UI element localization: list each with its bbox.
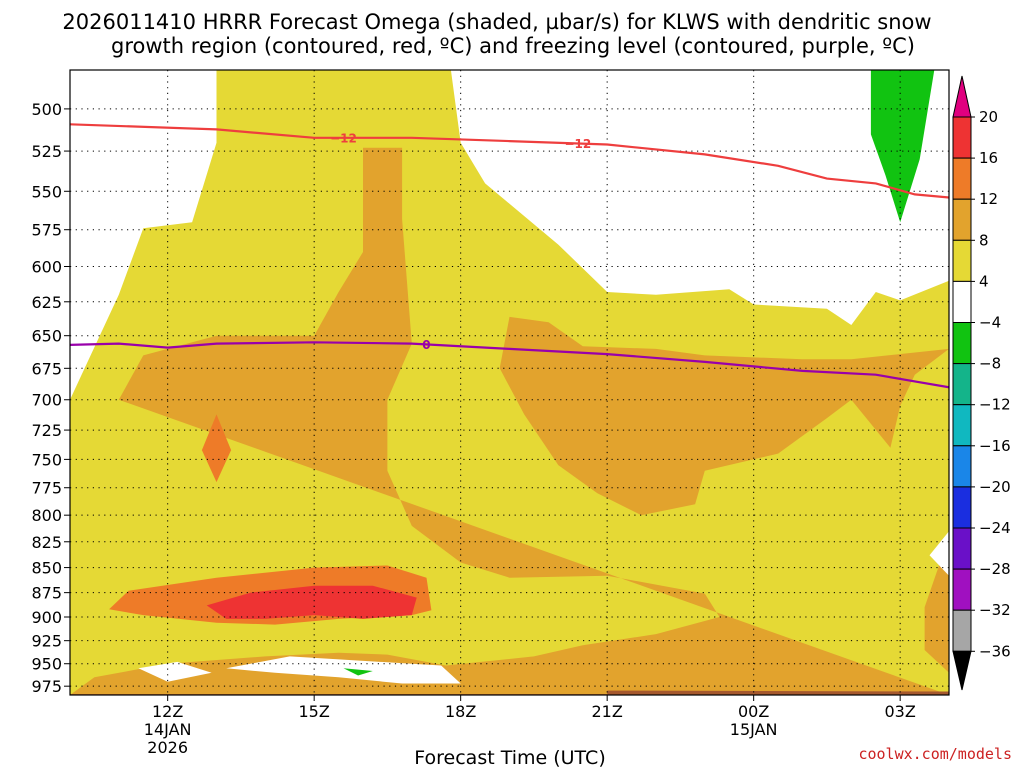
x-tick-label-15Z: 15Z <box>299 702 330 721</box>
colorbar-label-5: −4 <box>979 314 1001 332</box>
colorbar-bottom-arrow <box>952 650 972 691</box>
contour-line-0 <box>70 123 949 199</box>
x-tick-label-21Z: 21Z <box>592 702 623 721</box>
y-tick-label-500: 500 <box>31 100 62 119</box>
x-tick-sublabel-12Z: 14JAN <box>144 720 192 739</box>
colorbar-segment-3 <box>952 239 972 282</box>
colorbar-label-12: −32 <box>979 601 1011 619</box>
colorbar-label-13: −36 <box>979 642 1011 660</box>
plot-frame <box>69 69 950 696</box>
colorbar-label-8: −16 <box>979 437 1011 455</box>
y-tick-label-750: 750 <box>31 450 62 469</box>
x-axis-title: Forecast Time (UTC) <box>414 747 605 768</box>
colorbar-segment-10 <box>952 527 972 570</box>
y-tick-label-800: 800 <box>31 506 62 525</box>
y-tick-label-650: 650 <box>31 327 62 346</box>
x-tick-sublabel-00Z: 15JAN <box>730 720 778 739</box>
omega-region-4 <box>201 414 232 483</box>
colorbar-label-6: −8 <box>979 355 1001 373</box>
omega-shading <box>70 70 949 695</box>
colorbar-segment-5 <box>952 322 972 365</box>
y-tick-label-525: 525 <box>31 142 62 161</box>
colorbar: 20 16 12 8 4 −4 −8 −12 −16 −20 −24 −28 −32 −36 <box>952 75 1011 691</box>
x-tick-label-00Z: 00Z <box>738 702 769 721</box>
y-tick-label-600: 600 <box>31 257 62 276</box>
y-tick-label-675: 675 <box>31 359 62 378</box>
colorbar-segment-0 <box>952 116 972 159</box>
y-tick-label-975: 975 <box>31 677 62 696</box>
omega-region-8 <box>929 531 949 576</box>
contour-label-0-1: −12 <box>564 137 591 151</box>
colorbar-label-4: 4 <box>979 272 989 290</box>
y-tick-label-850: 850 <box>31 559 62 578</box>
contour-line-1 <box>70 341 949 389</box>
x-tick-label-12Z: 12Z <box>152 702 183 721</box>
colorbar-segment-1 <box>952 157 972 200</box>
contour-labels: −12 −12 0 <box>330 131 591 352</box>
y-tick-label-775: 775 <box>31 479 62 498</box>
colorbar-segment-8 <box>952 445 972 488</box>
chart-title-line-1: 2026011410 HRRR Forecast Omega (shaded, … <box>62 10 931 34</box>
x-tick-label-18Z: 18Z <box>445 702 476 721</box>
contour-label-1-0: 0 <box>422 338 430 352</box>
colorbar-segment-4 <box>952 280 972 323</box>
omega-region-3 <box>206 585 417 619</box>
chart-title-line-2: growth region (contoured, red, ºC) and f… <box>111 34 915 58</box>
omega-region-10 <box>870 70 935 223</box>
temperature-contours <box>70 123 949 389</box>
colorbar-label-2: 12 <box>979 190 998 208</box>
y-tick-label-575: 575 <box>31 221 62 240</box>
colorbar-segment-11 <box>952 568 972 611</box>
y-tick-label-925: 925 <box>31 632 62 651</box>
colorbar-segment-6 <box>952 363 972 406</box>
colorbar-label-10: −24 <box>979 519 1011 537</box>
omega-region-11 <box>70 690 949 695</box>
colorbar-segment-9 <box>952 486 972 529</box>
colorbar-label-0: 20 <box>979 108 998 126</box>
y-tick-label-875: 875 <box>31 584 62 603</box>
y-tick-label-700: 700 <box>31 391 62 410</box>
y-tick-label-725: 725 <box>31 421 62 440</box>
credit-link[interactable]: coolwx.com/models <box>858 745 1012 763</box>
colorbar-label-3: 8 <box>979 231 989 249</box>
colorbar-segment-7 <box>952 404 972 447</box>
grid-lines <box>70 70 949 695</box>
colorbar-label-11: −28 <box>979 560 1011 578</box>
y-tick-label-825: 825 <box>31 533 62 552</box>
y-tick-label-950: 950 <box>31 655 62 674</box>
omega-region-7 <box>138 661 212 682</box>
contour-label-0-0: −12 <box>330 131 357 145</box>
y-tick-label-550: 550 <box>31 182 62 201</box>
y-tick-label-625: 625 <box>31 293 62 312</box>
colorbar-label-9: −20 <box>979 478 1011 496</box>
colorbar-segment-2 <box>952 198 972 241</box>
y-axis: 500 525 550 575 600 625 650 675 700 725 750 775 800 8… <box>31 100 70 696</box>
colorbar-label-1: 16 <box>979 149 998 167</box>
colorbar-label-7: −12 <box>979 396 1011 414</box>
omega-region-1 <box>70 147 949 695</box>
colorbar-segment-12 <box>952 609 972 652</box>
omega-region-6 <box>226 656 461 684</box>
y-tick-label-900: 900 <box>31 608 62 627</box>
x-tick-year-12Z: 2026 <box>147 738 188 757</box>
x-tick-label-03Z: 03Z <box>885 702 916 721</box>
omega-region-9 <box>343 668 373 676</box>
